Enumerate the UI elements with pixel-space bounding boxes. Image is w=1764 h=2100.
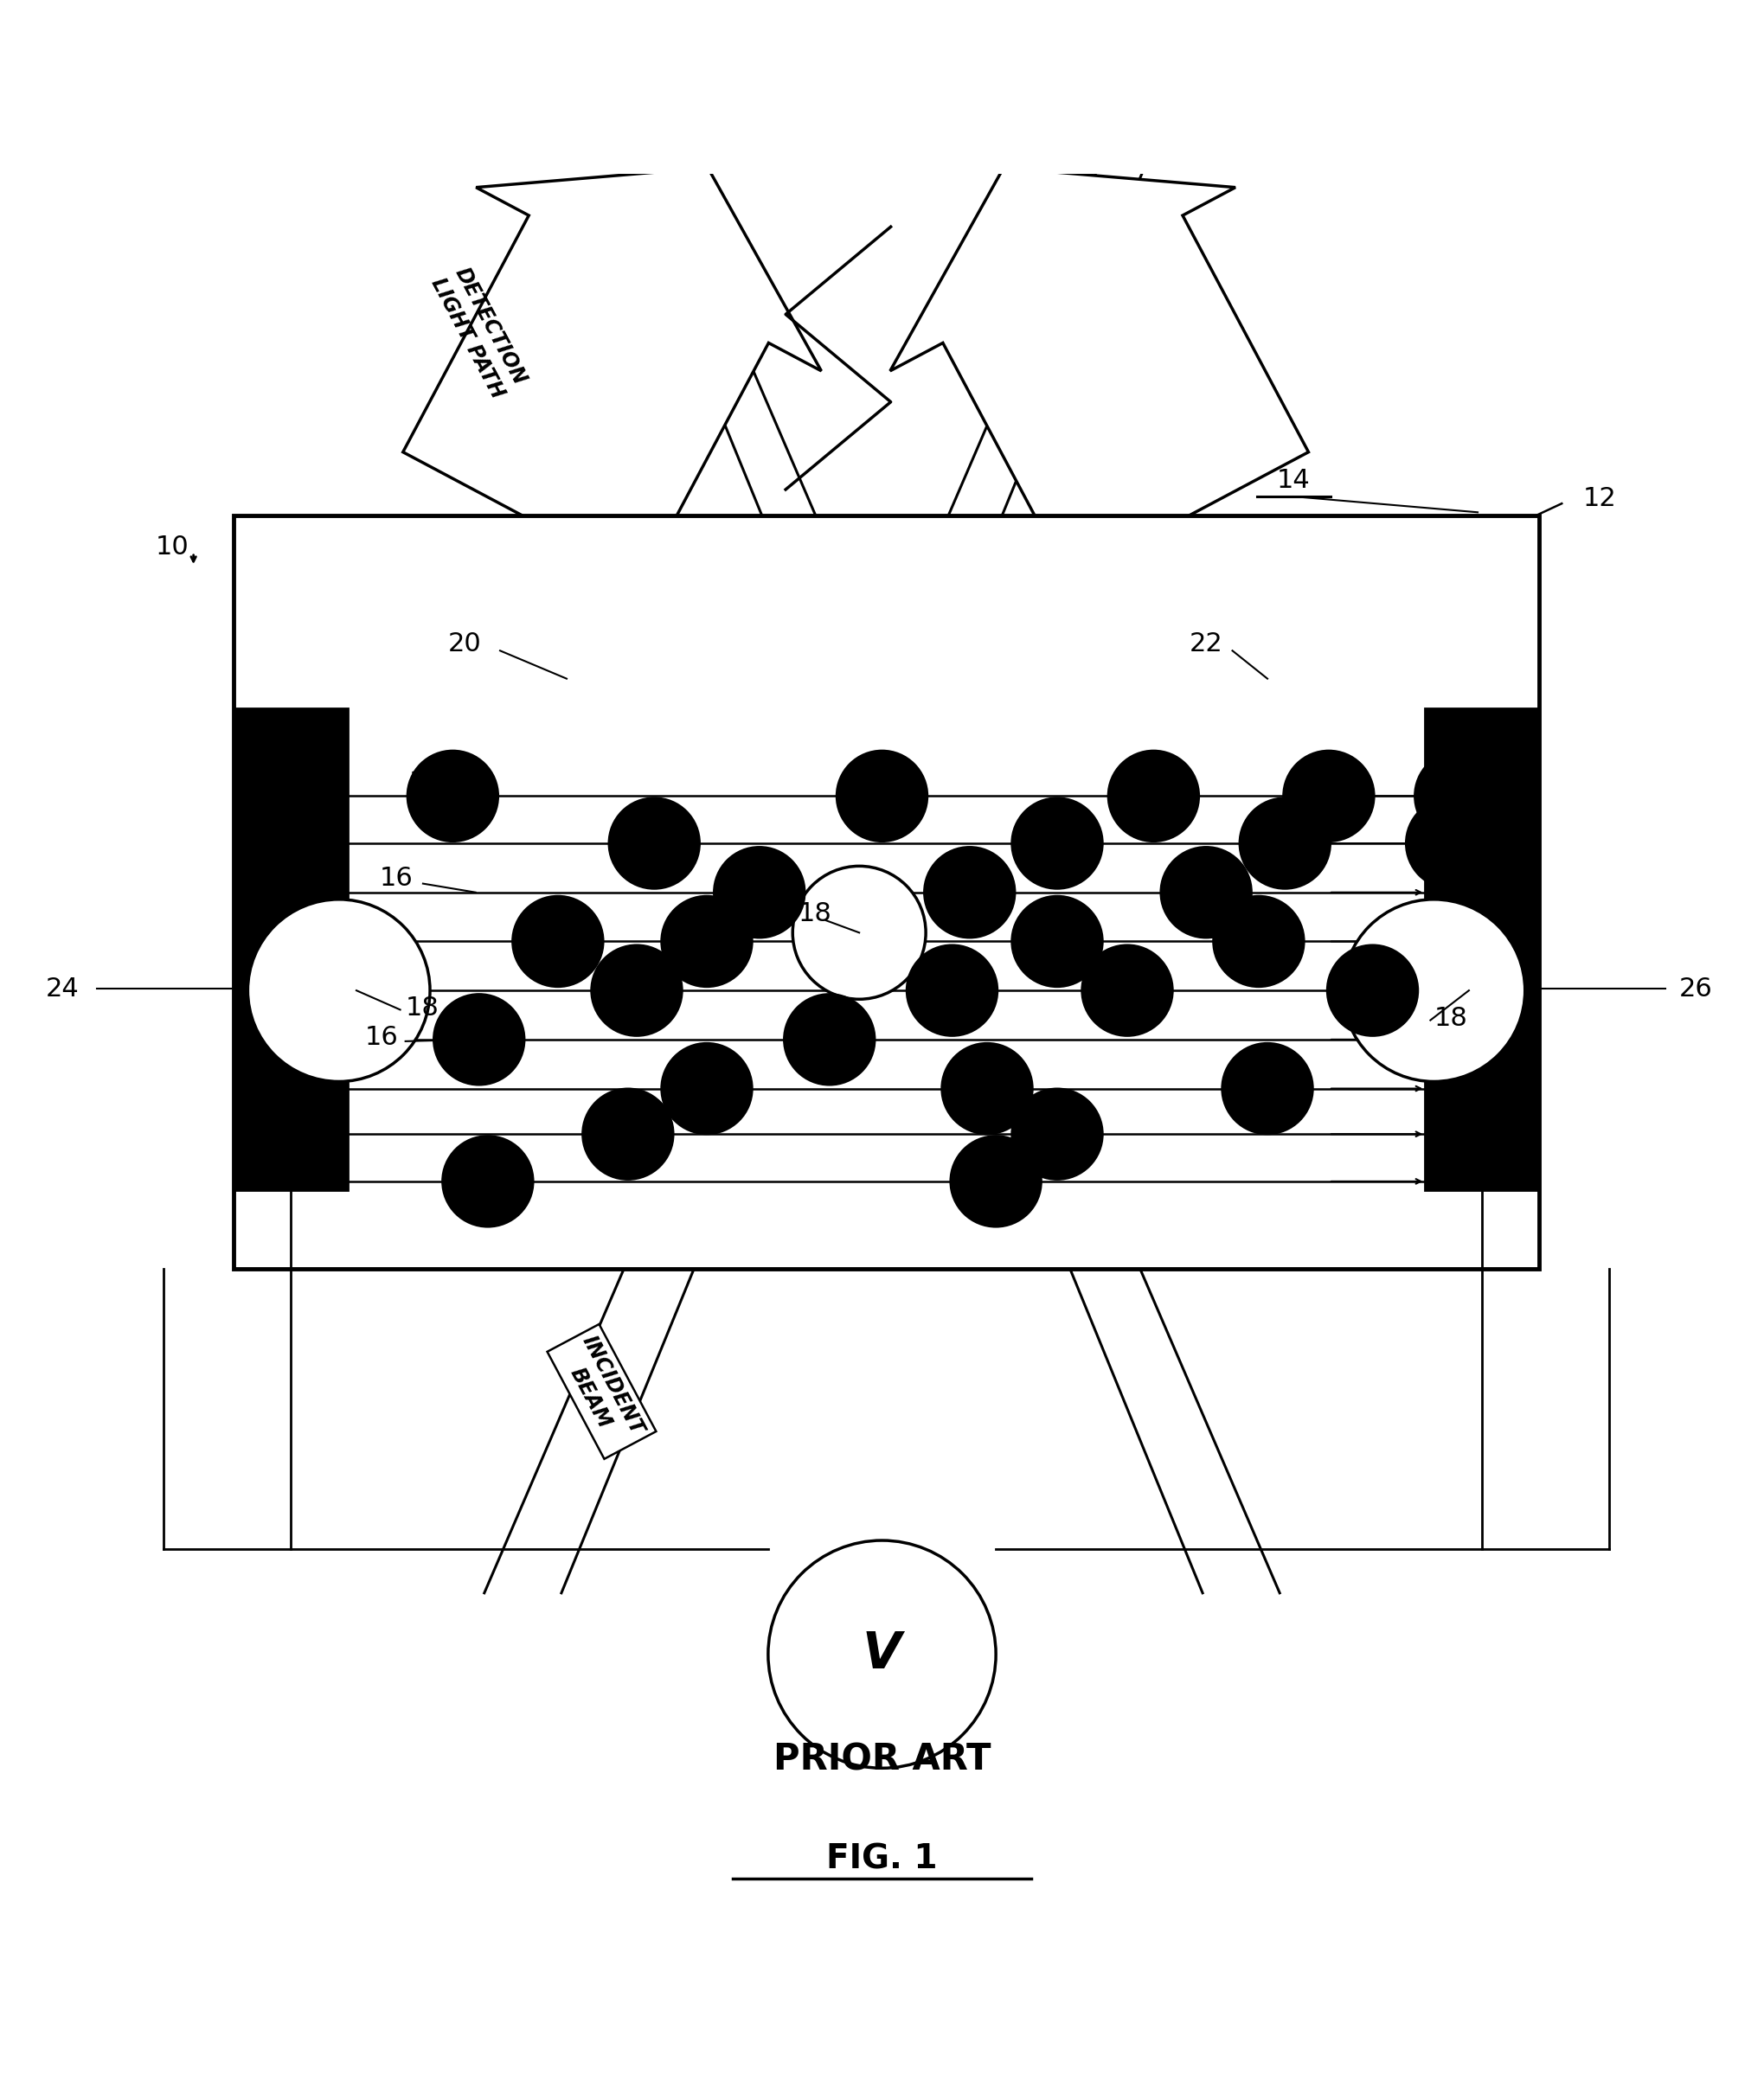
Circle shape [609, 798, 700, 888]
Circle shape [1240, 798, 1330, 888]
Circle shape [767, 1541, 997, 1768]
Text: 12: 12 [1582, 485, 1616, 510]
Circle shape [1214, 897, 1304, 987]
Circle shape [582, 1088, 674, 1180]
Text: 16: 16 [365, 1025, 399, 1050]
Circle shape [924, 846, 1014, 939]
Circle shape [1011, 798, 1102, 888]
Circle shape [1011, 1088, 1102, 1180]
Circle shape [1415, 750, 1506, 842]
Circle shape [512, 897, 603, 987]
Circle shape [836, 750, 928, 842]
Text: 18: 18 [797, 901, 831, 926]
Bar [235, 517, 1538, 1268]
Text: 18: 18 [406, 995, 439, 1021]
Circle shape [951, 1136, 1041, 1226]
Text: INCIDENT
BEAM: INCIDENT BEAM [556, 1331, 647, 1451]
Text: PRIOR ART: PRIOR ART [773, 1741, 991, 1777]
Text: 22: 22 [1189, 632, 1222, 655]
Circle shape [783, 993, 875, 1086]
Text: V: V [863, 1630, 901, 1678]
Circle shape [1108, 750, 1200, 842]
Text: 10: 10 [155, 536, 189, 561]
Bar [1425, 708, 1538, 1191]
Circle shape [792, 865, 926, 1000]
Circle shape [1406, 798, 1498, 888]
Circle shape [1327, 945, 1418, 1035]
Text: 14: 14 [1277, 468, 1311, 493]
Circle shape [443, 1136, 533, 1226]
Text: 16: 16 [409, 769, 443, 794]
Circle shape [662, 897, 753, 987]
Text: 26: 26 [1679, 976, 1713, 1002]
Text: 24: 24 [46, 976, 79, 1002]
Bar [235, 708, 348, 1191]
Circle shape [1222, 1044, 1312, 1134]
Circle shape [907, 945, 998, 1035]
Text: 16: 16 [379, 865, 413, 890]
Circle shape [1081, 945, 1173, 1035]
Text: 20: 20 [448, 632, 482, 655]
Circle shape [591, 945, 683, 1035]
Circle shape [434, 993, 524, 1086]
Circle shape [662, 1044, 753, 1134]
Text: DETECTION
LIGHT PATH: DETECTION LIGHT PATH [427, 262, 531, 401]
Circle shape [407, 750, 497, 842]
Text: 18: 18 [1434, 1006, 1468, 1031]
Polygon shape [402, 168, 822, 580]
Circle shape [247, 899, 430, 1082]
Text: FIG. 1: FIG. 1 [826, 1844, 938, 1875]
Circle shape [1011, 897, 1102, 987]
Circle shape [942, 1044, 1032, 1134]
Circle shape [714, 846, 804, 939]
Circle shape [1342, 899, 1526, 1082]
Circle shape [1282, 750, 1374, 842]
Circle shape [1161, 846, 1252, 939]
Polygon shape [891, 168, 1309, 580]
